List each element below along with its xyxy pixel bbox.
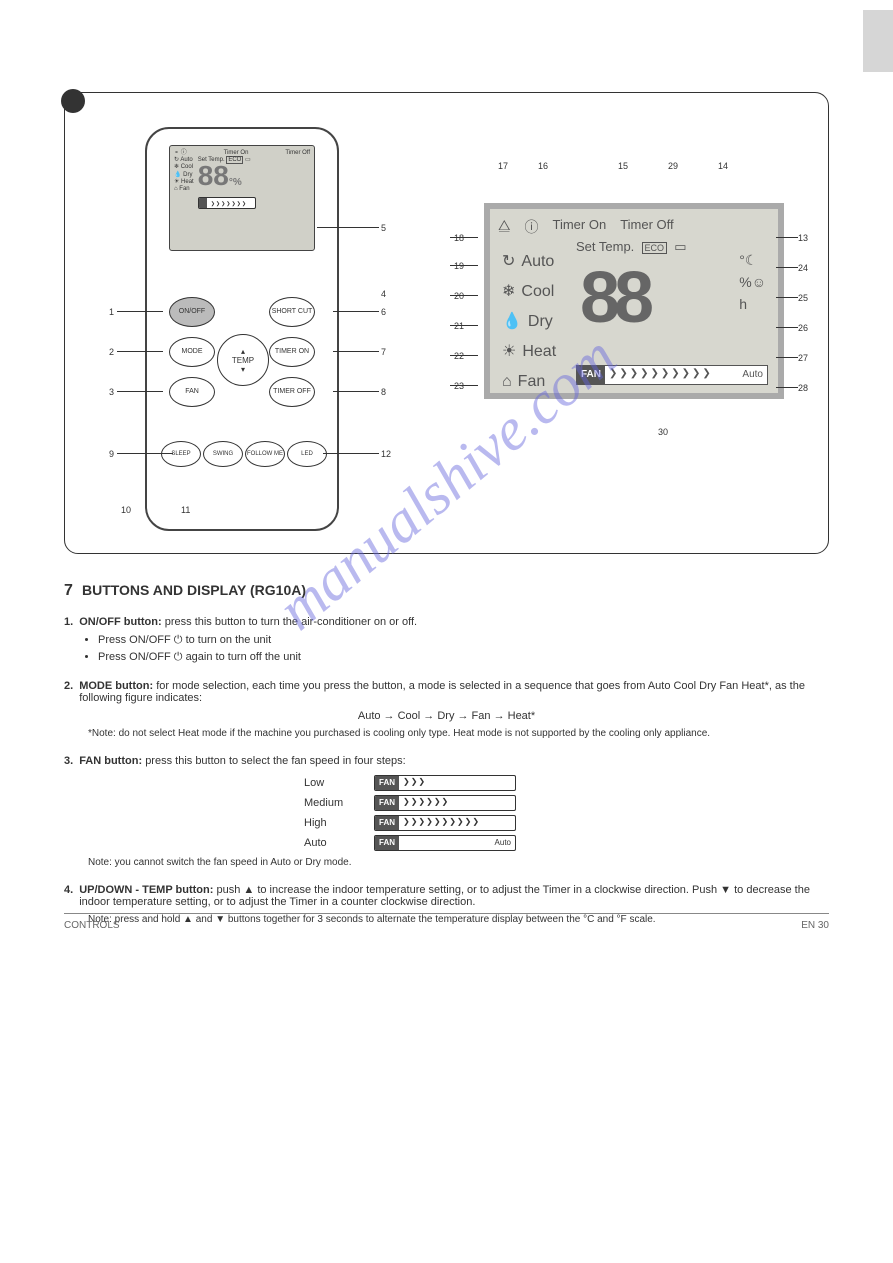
btn-timer-on[interactable]: TIMER ON [269,337,315,367]
lcd-large: ⧋ ⓘ Timer On Timer Off Set Temp. ECO ▭ ↻… [484,203,784,399]
btn-temp[interactable]: ▴ TEMP ▾ [217,334,269,386]
call-1: 1 [109,307,114,317]
mini-timer-off: Timer Off [285,150,310,157]
item-1-steps: Press ON/OFF ⏻ to turn on the unit Press… [98,634,829,664]
mode-sequence: Auto → Cool → Dry → Fan → Heat* [64,710,829,722]
figure-box: ⚬ ⓘ Timer On Timer Off ↻ Auto ❄ Cool 💧 D… [64,92,829,554]
page-content: ⚬ ⓘ Timer On Timer Off ↻ Auto ❄ Cool 💧 D… [0,0,893,965]
mode-auto: Auto [521,247,554,277]
btn-shortcut[interactable]: SHORT CUT [269,297,315,327]
call-4: 4 [381,289,386,299]
footer-left: CONTROLS [64,920,120,931]
info-icon: ⓘ [525,217,539,237]
remote-lcd-mini: ⚬ ⓘ Timer On Timer Off ↻ Auto ❄ Cool 💧 D… [169,145,315,251]
lbl-timer-on: Timer On [553,217,607,237]
lbl-timer-off: Timer Off [620,217,673,237]
battery-icon: ▭ [674,239,686,254]
item-4: 4. UP/DOWN - TEMP button: push ▲ to incr… [64,884,829,908]
btn-sleep[interactable]: SLEEP [161,441,201,467]
btn-follow-me[interactable]: FOLLOW ME [245,441,285,467]
remote-outline: ⚬ ⓘ Timer On Timer Off ↻ Auto ❄ Cool 💧 D… [145,127,339,531]
call-10: 10 [121,505,131,515]
fan-bar-auto: Auto [738,366,767,384]
mode-heat: Heat [522,337,556,367]
item-1: 1. ON/OFF button: press this button to t… [64,616,829,628]
call-8: 8 [381,387,386,397]
figure-corner-dot [61,89,85,113]
btn-mode[interactable]: MODE [169,337,215,367]
btn-timer-off[interactable]: TIMER OFF [269,377,315,407]
lbl-set-temp: Set Temp. [576,239,634,254]
footer-right: EN 30 [801,920,829,931]
btn-led[interactable]: LED [287,441,327,467]
call-7: 7 [381,347,386,357]
fan-note: Note: you cannot switch the fan speed in… [88,857,829,868]
wifi-icon: ⧋ [498,217,511,237]
mode-note: *Note: do not select Heat mode if the ma… [88,728,829,739]
btn-swing[interactable]: SWING [203,441,243,467]
section-header: 7 BUTTONS AND DISPLAY (RG10A) [64,582,829,600]
call-6: 6 [381,307,386,317]
btn-on-off[interactable]: ON/OFF [169,297,215,327]
fan-bar-bars: ❯❯❯❯❯❯❯❯❯❯ [605,366,738,384]
section-num: 7 [64,582,73,599]
mode-dry: Dry [528,307,553,337]
call-5: 5 [381,223,386,233]
call-2: 2 [109,347,114,357]
call-9: 9 [109,449,114,459]
lcd-digits: 88 [580,257,648,339]
section-title: BUTTONS AND DISPLAY (RG10A) [82,582,306,598]
item-3: 3. FAN button: press this button to sele… [64,755,829,767]
btn-fan[interactable]: FAN [169,377,215,407]
fan-bar-tag: FAN [577,366,605,384]
lbl-eco: ECO [642,242,668,254]
footer: CONTROLS EN 30 [64,913,829,931]
call-3: 3 [109,387,114,397]
mode-cool: Cool [521,277,554,307]
fan-speed-block: LowFAN❯❯❯ MediumFAN❯❯❯❯❯❯ HighFAN❯❯❯❯❯❯❯… [304,773,829,853]
item-2: 2. MODE button: for mode selection, each… [64,680,829,704]
mode-fan: Fan [518,367,546,397]
page-tab [863,10,893,72]
